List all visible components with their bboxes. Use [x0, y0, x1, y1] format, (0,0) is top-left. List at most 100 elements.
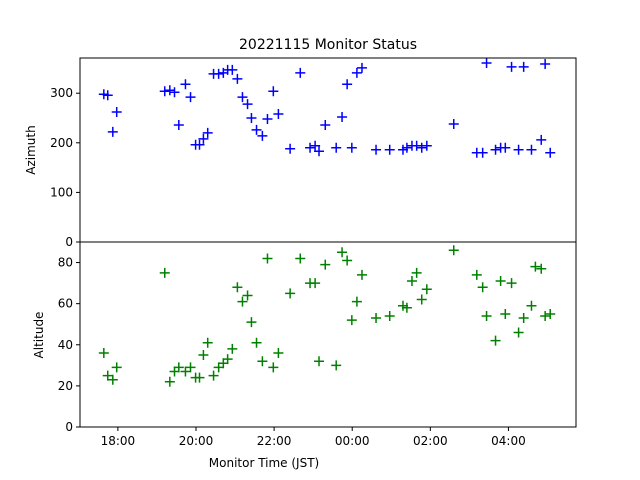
marker	[506, 61, 517, 72]
marker	[310, 278, 321, 289]
marker	[180, 366, 191, 377]
marker	[513, 144, 524, 155]
marker	[495, 276, 506, 287]
marker	[164, 85, 175, 96]
marker	[268, 362, 279, 373]
marker	[257, 130, 268, 141]
marker	[540, 58, 551, 69]
y-tick-label: 300	[50, 86, 73, 100]
marker	[314, 356, 325, 367]
marker	[448, 245, 459, 256]
marker	[342, 255, 353, 266]
marker	[346, 142, 357, 153]
marker	[169, 87, 180, 98]
y-tick-label: 40	[58, 338, 73, 352]
marker	[194, 372, 205, 383]
marker	[237, 296, 248, 307]
y-tick-label: 80	[58, 256, 73, 270]
marker	[285, 288, 296, 299]
marker	[98, 348, 109, 358]
marker	[242, 290, 253, 301]
marker	[506, 278, 517, 289]
marker	[242, 99, 253, 110]
marker	[346, 315, 357, 326]
marker	[159, 86, 170, 97]
marker	[513, 327, 524, 338]
marker	[371, 144, 382, 155]
x-tick-label: 22:00	[257, 434, 292, 448]
marker	[500, 308, 511, 319]
marker	[251, 124, 262, 135]
marker	[351, 67, 362, 78]
marker	[295, 67, 306, 78]
y-tick-label: 0	[65, 420, 73, 434]
marker	[314, 146, 325, 157]
y-axis-label: Azimuth	[24, 125, 38, 174]
marker	[111, 107, 122, 118]
marker	[545, 147, 556, 158]
marker	[477, 282, 488, 293]
marker	[107, 126, 118, 137]
marker	[421, 140, 432, 151]
y-axis-label: Altitude	[32, 312, 46, 359]
marker	[251, 337, 262, 348]
marker	[295, 253, 306, 264]
marker	[421, 284, 432, 295]
chart-title: 20221115 Monitor Status	[239, 37, 417, 53]
marker	[481, 311, 492, 321]
y-tick-label: 60	[58, 297, 73, 311]
marker	[246, 113, 257, 124]
marker	[102, 90, 113, 101]
marker	[331, 360, 342, 371]
marker	[159, 267, 170, 278]
marker	[227, 343, 238, 354]
marker	[526, 144, 537, 155]
x-tick-label: 00:00	[335, 434, 370, 448]
marker	[545, 308, 556, 319]
marker	[273, 348, 284, 358]
marker	[202, 127, 213, 138]
marker	[208, 370, 219, 381]
marker	[320, 119, 331, 130]
marker	[342, 79, 353, 90]
marker	[351, 296, 362, 307]
marker	[232, 282, 243, 293]
y-tick-label: 200	[50, 136, 73, 150]
marker	[194, 139, 205, 150]
marker	[518, 313, 529, 324]
marker	[218, 358, 229, 369]
marker	[540, 311, 551, 321]
marker	[222, 354, 233, 365]
marker	[481, 57, 492, 68]
marker	[246, 317, 257, 328]
marker	[213, 68, 224, 79]
y-tick-label: 100	[50, 185, 73, 199]
x-tick-label: 18:00	[101, 434, 136, 448]
marker	[356, 62, 367, 73]
marker	[227, 64, 238, 75]
x-axis-label: Monitor Time (JST)	[209, 456, 319, 470]
marker	[202, 337, 213, 348]
marker	[401, 142, 412, 153]
marker	[416, 294, 427, 305]
marker	[102, 370, 113, 381]
marker	[268, 86, 279, 97]
marker	[213, 362, 224, 373]
marker	[518, 61, 529, 72]
marker	[173, 119, 184, 130]
marker	[384, 311, 395, 321]
marker	[262, 114, 273, 125]
marker	[185, 92, 196, 103]
marker	[356, 269, 367, 280]
x-tick-label: 20:00	[179, 434, 214, 448]
marker	[411, 140, 422, 151]
marker	[169, 366, 180, 377]
marker	[401, 302, 412, 313]
marker	[371, 313, 382, 324]
marker	[526, 300, 537, 311]
marker	[198, 350, 209, 361]
marker	[111, 362, 122, 373]
marker	[310, 140, 321, 151]
x-tick-label: 04:00	[491, 434, 526, 448]
marker	[257, 356, 268, 367]
